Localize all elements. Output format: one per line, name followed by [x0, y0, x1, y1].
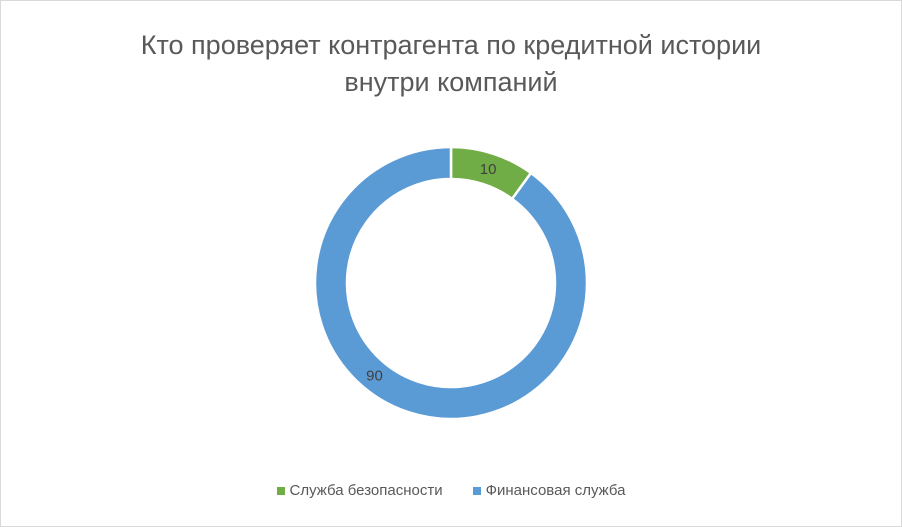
- legend-label-security: Служба безопасности: [289, 482, 443, 499]
- chart-title-line-2: внутри компаний: [344, 67, 558, 97]
- data-label-security: 10: [480, 161, 497, 178]
- legend-item-security: Служба безопасности: [276, 482, 443, 499]
- chart-title: Кто проверяет контрагента по кредитной и…: [1, 27, 901, 101]
- chart-title-line-1: Кто проверяет контрагента по кредитной и…: [140, 30, 762, 60]
- legend-swatch-security: [276, 486, 285, 495]
- slice-finance: [313, 145, 589, 421]
- legend-swatch-finance: [472, 486, 481, 495]
- legend-label-finance: Финансовая служба: [485, 482, 626, 499]
- data-label-finance: 90: [366, 367, 383, 384]
- legend-item-finance: Финансовая служба: [472, 482, 626, 499]
- legend: Служба безопасности Финансовая служба: [1, 482, 901, 499]
